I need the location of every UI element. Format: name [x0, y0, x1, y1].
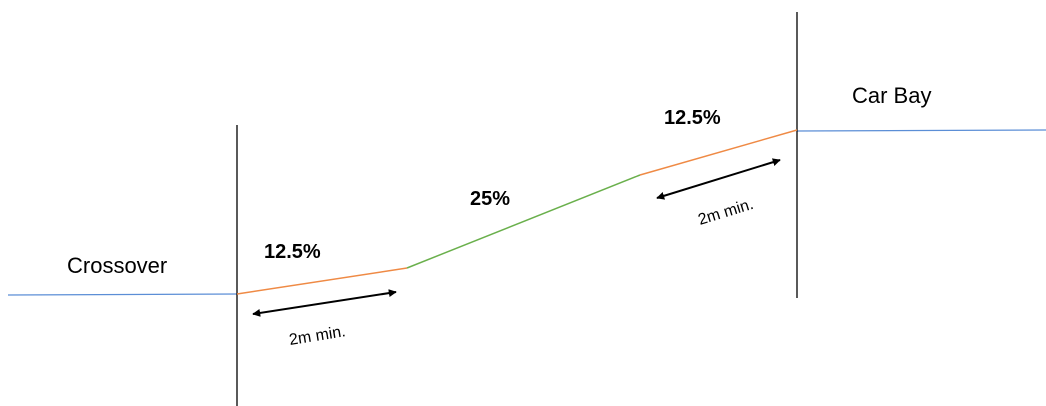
lower-dimension-arrow — [252, 289, 397, 317]
crossover-label: Crossover — [67, 253, 167, 278]
car-bay-label: Car Bay — [852, 83, 931, 108]
car-bay-ground-line — [796, 129, 1046, 132]
lower-grade-label: 12.5% — [264, 241, 321, 263]
main-slope-segment — [406, 174, 641, 269]
upper-dimension-arrow — [656, 158, 781, 200]
lower-transition-segment — [236, 267, 408, 295]
middle-grade-label: 25% — [470, 188, 510, 210]
lower-min-length-label: 2m min. — [288, 323, 347, 349]
upper-min-length-label: 2m min. — [696, 196, 755, 229]
upper-transition-segment — [639, 129, 798, 176]
upper-grade-label: 12.5% — [664, 107, 721, 129]
crossover-ground-line — [7, 293, 239, 296]
